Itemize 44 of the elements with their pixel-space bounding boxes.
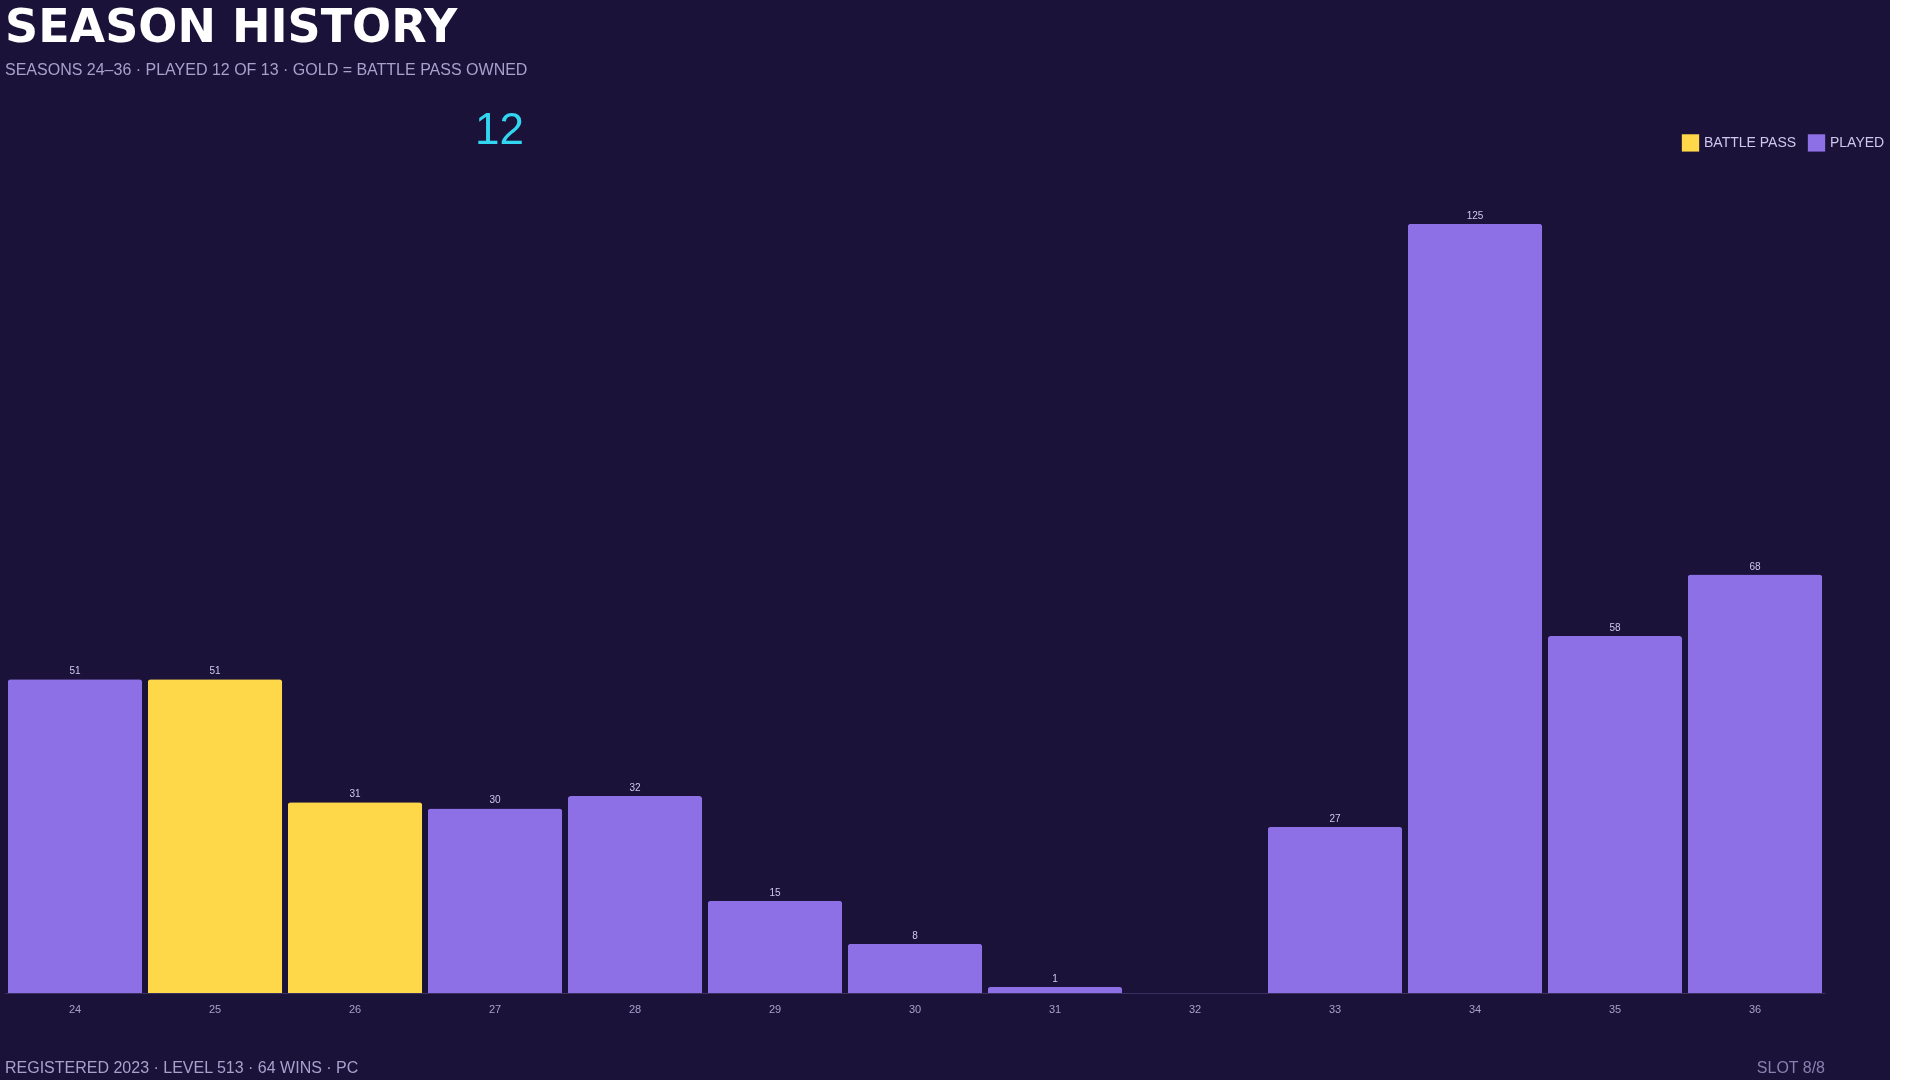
data-label: 58 (1609, 622, 1621, 634)
bar (147, 679, 283, 993)
x-tick-label: 28 (628, 1002, 642, 1015)
bar (707, 900, 843, 993)
bar (1687, 574, 1823, 993)
data-label: 51 (69, 665, 81, 677)
data-label: 8 (912, 929, 919, 941)
legend-label: BATTLE PASS (1704, 133, 1797, 150)
data-label: 1 (1052, 972, 1059, 984)
x-tick-label: 26 (348, 1002, 362, 1015)
text: REGISTERED 2023 · LEVEL 513 · 64 WINS · PC (5, 1059, 359, 1076)
data-label: 68 (1749, 560, 1761, 572)
x-tick-label: 35 (1608, 1002, 1622, 1015)
bar (1547, 636, 1683, 993)
bar (567, 796, 703, 993)
x-tick-label: 34 (1468, 1002, 1482, 1015)
data-label: 27 (1329, 812, 1341, 824)
x-tick-label: 36 (1748, 1002, 1762, 1015)
text: 12 (475, 104, 524, 153)
legend-label: PLAYED (1830, 133, 1885, 150)
x-tick-label: 33 (1328, 1002, 1342, 1015)
data-label: 51 (209, 665, 221, 677)
data-label: 30 (489, 794, 501, 806)
data-label: 31 (349, 788, 361, 800)
chart-title: SEASON HISTORY (5, 0, 459, 53)
x-tick-label: 31 (1048, 1002, 1062, 1015)
x-tick-label: 30 (908, 1002, 922, 1015)
bar (1267, 826, 1403, 993)
x-tick-label: 27 (488, 1002, 502, 1015)
bar (987, 986, 1123, 993)
data-label: 125 (1466, 209, 1484, 221)
bar (427, 808, 563, 993)
data-label: 32 (629, 782, 641, 794)
chart-subtitle: SEASONS 24–36 · PLAYED 12 OF 13 · GOLD = BATTLE PASS OWNED (5, 61, 528, 78)
x-tick-label: 32 (1188, 1002, 1202, 1015)
bar (287, 802, 423, 993)
text: SLOT 8/8 (1756, 1059, 1826, 1076)
bar (7, 679, 143, 993)
bar (847, 943, 983, 993)
bar (1407, 223, 1543, 993)
x-tick-label: 25 (208, 1002, 222, 1015)
x-tick-label: 29 (768, 1002, 782, 1015)
data-label: 15 (769, 886, 781, 898)
x-tick-label: 24 (68, 1002, 82, 1015)
